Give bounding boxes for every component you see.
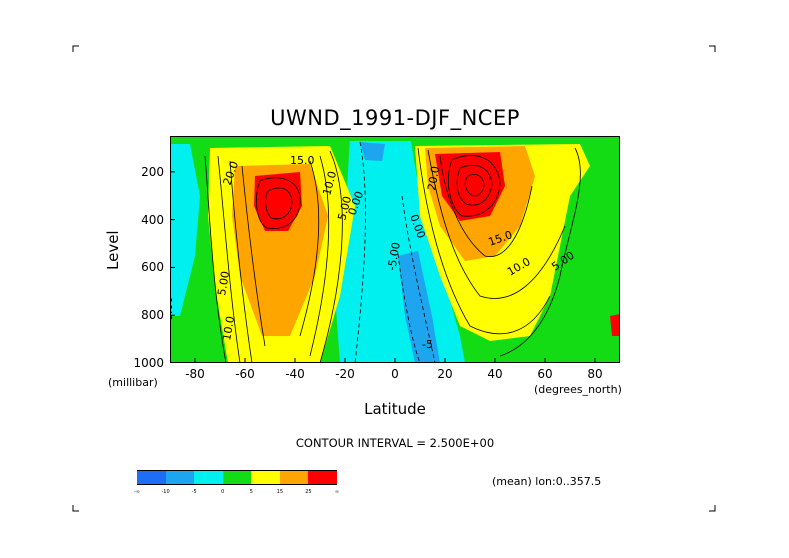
colorbar-label: 5 (249, 489, 253, 495)
x-tick-label: 60 (537, 367, 553, 381)
x-tick-label: -60 (235, 367, 255, 381)
y-tick-label: 600 (141, 260, 164, 275)
mean-longitude-label: (mean) lon:0..357.5 (492, 475, 602, 488)
contour-label: 20.0 (425, 165, 442, 191)
band-blue-top (360, 142, 385, 161)
contour-line (229, 160, 253, 363)
contour-line-negative (401, 195, 436, 363)
contour-label: 0.00 (170, 297, 175, 322)
y-axis-label: Level (104, 230, 122, 270)
contour-line (299, 160, 320, 337)
colorbar-label: -5 (191, 489, 197, 495)
contour-line (464, 174, 485, 197)
colorbar-swatch (194, 470, 223, 485)
x-tick-label: -80 (185, 367, 205, 381)
corner-mark-bottom-left (72, 505, 79, 512)
corner-mark-top-left (72, 45, 79, 52)
x-tick-label: 80 (587, 367, 603, 381)
colorbar-label: -∞ (134, 489, 140, 495)
corner-mark-bottom-right (709, 505, 716, 512)
colorbar-swatch (222, 470, 252, 485)
x-tick-label: 0 (391, 367, 399, 381)
contour-line (427, 149, 566, 299)
contour-label: 15.0 (290, 154, 315, 167)
x-axis-label: Latitude (364, 400, 426, 418)
contour-line (417, 147, 551, 335)
x-tick-label: 20 (437, 367, 453, 381)
colorbar-label: 0 (221, 489, 225, 495)
chart-title: UWND_1991-DJF_NCEP (270, 106, 520, 130)
contour-label: -5 (422, 338, 433, 351)
contour-interval: CONTOUR INTERVAL = 2.500E+00 (295, 436, 495, 450)
colorbar-label: 25 (305, 489, 312, 495)
x-axis-unit: (degrees_north) (534, 383, 622, 396)
colorbar-swatch (251, 470, 280, 485)
band-blue-mid (398, 251, 440, 363)
contour-line (256, 177, 301, 229)
top-fringe (170, 136, 620, 141)
contour-line (319, 150, 343, 363)
corner-mark-top-right (709, 45, 716, 52)
colorbar-swatch (308, 470, 337, 485)
contour-label: 5.00 (215, 270, 232, 296)
contour-line (217, 155, 241, 363)
colorbar-swatch (165, 470, 195, 485)
y-tick-label: 400 (141, 212, 164, 227)
y-tick-label: 1000 (133, 356, 164, 370)
y-tick-label: 200 (141, 164, 164, 179)
band-red-sh (254, 172, 302, 231)
colorbar-label: -10 (161, 489, 170, 495)
contour-label: 10.0 (220, 315, 237, 341)
x-tick-label: -40 (285, 367, 305, 381)
y-axis-unit: (millibar) (108, 376, 158, 389)
contour-label: 5.00 (335, 195, 354, 222)
band-red-np (610, 314, 620, 336)
contour-line (439, 155, 533, 258)
contour-line (204, 155, 227, 363)
y-tick-label: 800 (141, 308, 164, 323)
band-cyan-mid (335, 136, 465, 363)
x-tick-label: -20 (335, 367, 355, 381)
contour-line (241, 165, 266, 347)
contour-line-negative (397, 253, 421, 363)
contour-plot: 15.020.0 10.05.000.000.00-5.0020.015.010.… (170, 136, 620, 363)
contour-line (447, 155, 501, 217)
colorbar-label: 15 (276, 489, 284, 495)
colorbar-label: ∞ (334, 489, 340, 495)
colorbar-swatch (137, 470, 166, 485)
band-cyan-np (602, 264, 620, 363)
contour-line (309, 155, 330, 357)
contour-line (265, 187, 293, 220)
contour-label: 10.0 (320, 170, 339, 197)
x-tick-label: 40 (487, 367, 503, 381)
contour-line (456, 165, 493, 206)
colorbar-swatch (279, 470, 309, 485)
contour-line (499, 147, 581, 357)
contour-line-negative (354, 141, 366, 363)
band-cyan-sh (170, 144, 200, 316)
contour-label: -5.00 (385, 241, 403, 271)
